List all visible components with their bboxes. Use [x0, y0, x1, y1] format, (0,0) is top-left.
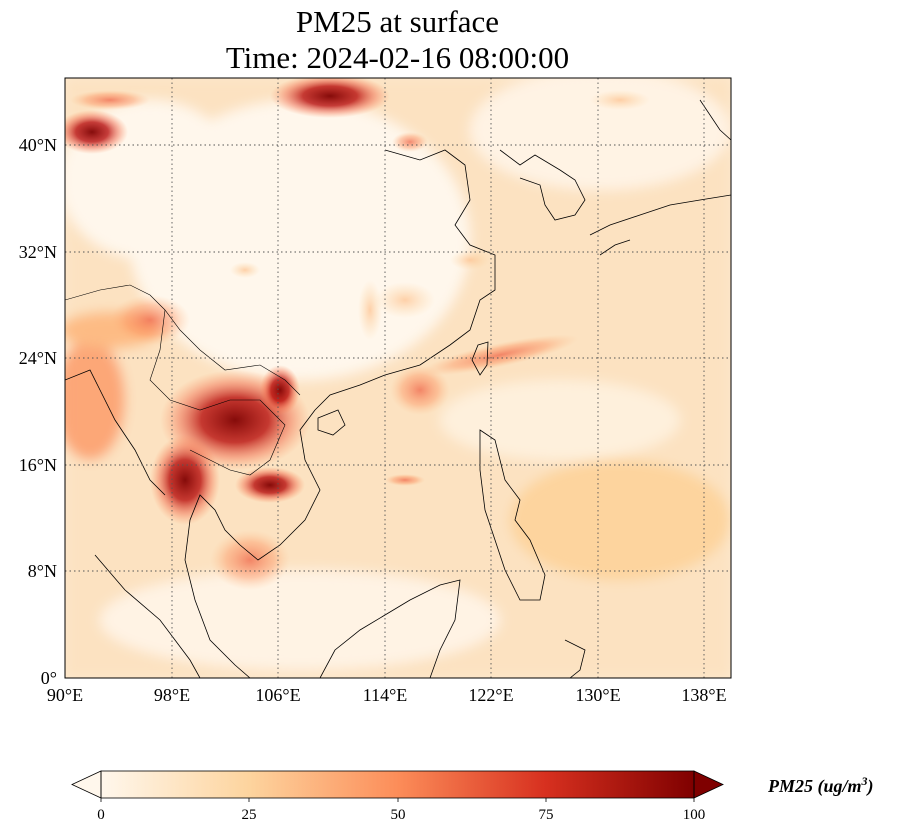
gridlines [65, 78, 731, 678]
y-tick-label: 8°N [28, 561, 57, 581]
colorbar: 0 25 50 75 100 [71, 770, 724, 823]
x-tick-label: 90°E [47, 685, 83, 705]
colorbar-tick: 75 [539, 807, 554, 823]
x-tick-label: 98°E [154, 685, 190, 705]
chart-title: PM25 at surface [295, 4, 500, 39]
y-tick-label: 32°N [19, 242, 57, 262]
y-tick-label: 0° [41, 668, 57, 688]
colorbar-tick: 100 [683, 807, 706, 823]
x-tick-label: 138°E [681, 685, 726, 705]
y-axis-ticks: 0° 8°N 16°N 24°N 32°N 40°N [19, 135, 57, 688]
colorbar-tick: 50 [391, 807, 406, 823]
x-tick-label: 130°E [575, 685, 620, 705]
x-tick-label: 122°E [468, 685, 513, 705]
colorbar-tick: 25 [242, 807, 257, 823]
y-tick-label: 24°N [19, 348, 57, 368]
x-axis-ticks: 90°E 98°E 106°E 114°E 122°E 130°E 138°E [47, 685, 727, 705]
colorbar-min-extend [71, 770, 102, 799]
y-tick-label: 40°N [19, 135, 57, 155]
colorbar-label: PM25 (ug/m3) [768, 774, 874, 796]
y-tick-label: 16°N [19, 455, 57, 475]
x-tick-label: 114°E [363, 685, 408, 705]
colorbar-gradient [101, 771, 694, 798]
coastlines [65, 99, 731, 678]
map-frame [64, 77, 732, 679]
chart-subtitle-time: Time: 2024-02-16 08:00:00 [225, 40, 570, 75]
x-tick-label: 106°E [255, 685, 300, 705]
colorbar-tick: 0 [97, 807, 105, 823]
pm25-field [65, 78, 731, 678]
colorbar-max-extend [693, 770, 724, 799]
